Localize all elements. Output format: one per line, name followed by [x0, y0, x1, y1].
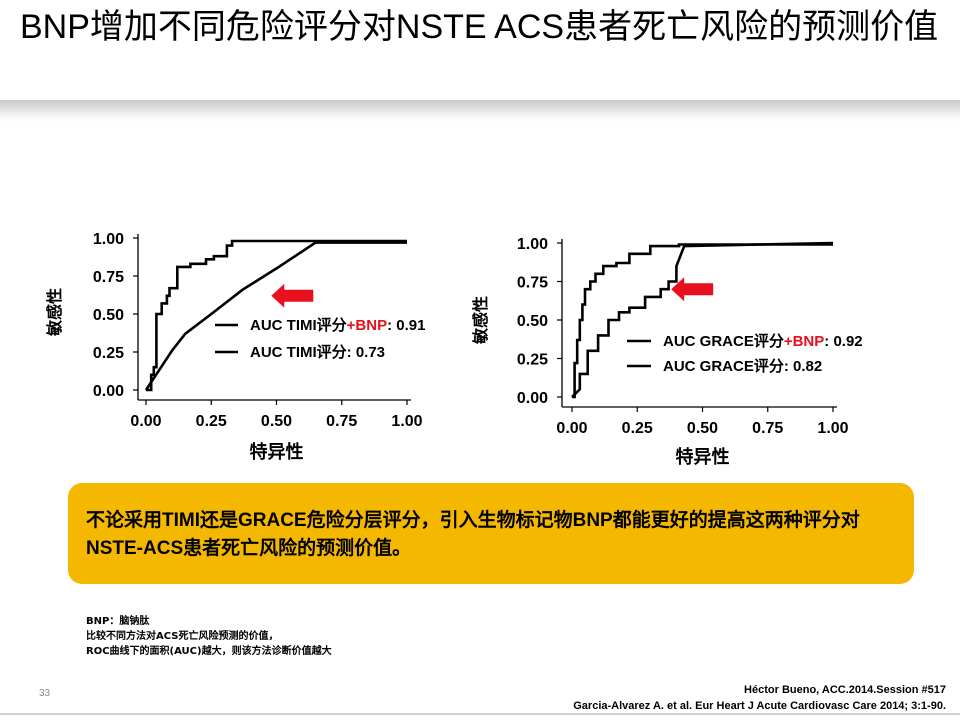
page-number: 33	[39, 688, 51, 699]
arrow-left-icon	[671, 277, 714, 302]
roc-curve-1	[146, 239, 407, 392]
y-tick-label: 0.00	[517, 390, 548, 407]
footnote-line: ROC曲线下的面积(AUC)越大，则该方法诊断价值越大	[86, 646, 332, 657]
x-tick-label: 0.00	[130, 413, 161, 430]
y-tick-label: 0.75	[517, 275, 548, 292]
y-tick-label: 0.75	[93, 269, 124, 286]
legend-label: AUC GRACE评分+BNP: 0.92	[663, 333, 863, 350]
charts-canvas: 0.00 0.25 0.50 0.75 1.00 0.00 0.25 0.50 0.75 1.00…	[45, 231, 863, 467]
x-tick-label: 0.25	[196, 413, 227, 430]
roc-curve-2	[571, 241, 834, 398]
y-tick-label: 0.00	[93, 383, 124, 400]
roc-chart-grace: 0.00 0.25 0.50 0.75 1.00 0.00 0.25 0.50 0.75 1.00…	[471, 236, 863, 467]
reference-line: Garcia-Alvarez A. et al. Eur Heart J Acu…	[573, 700, 946, 712]
footnote-line: BNP：脑钠肽	[86, 616, 150, 627]
y-tick-label: 0.25	[517, 352, 548, 369]
x-tick-label: 1.00	[817, 420, 848, 437]
arrow-left-icon	[271, 283, 314, 308]
footnotes: BNP：脑钠肽 比较不同方法对ACS死亡风险预测的价值， ROC曲线下的面积(A…	[86, 614, 332, 659]
x-tick-label: 0.25	[622, 420, 653, 437]
y-tick-label: 0.50	[93, 307, 124, 324]
conclusion-text: 不论采用TIMI还是GRACE危险分层评分，引入生物标记物BNP都能更好的提高这…	[86, 510, 860, 559]
y-tick-label: 0.50	[517, 313, 548, 330]
footnote-line: 比较不同方法对ACS死亡风险预测的价值，	[86, 631, 279, 642]
slide-title: BNP增加不同危险评分对NSTE ACS患者死亡风险的预测价值	[20, 8, 939, 46]
x-tick-label: 0.50	[261, 413, 292, 430]
x-tick-label: 0.00	[556, 420, 587, 437]
legend-label: AUC TIMI评分+BNP: 0.91	[250, 317, 425, 334]
footer-divider	[0, 713, 960, 715]
x-axis-title: 特异性	[676, 446, 730, 467]
y-axis-title: 敏感性	[45, 288, 64, 337]
conclusion-callout: 不论采用TIMI还是GRACE危险分层评分，引入生物标记物BNP都能更好的提高这…	[68, 483, 914, 584]
y-axis-title: 敏感性	[471, 296, 490, 345]
x-tick-label: 0.75	[326, 413, 357, 430]
roc-curve-1	[572, 243, 833, 399]
legend-label: AUC TIMI评分: 0.73	[250, 344, 385, 361]
x-axis-title: 特异性	[250, 441, 304, 462]
reference-line: Héctor Bueno, ACC.2014.Session #517	[744, 684, 946, 696]
x-tick-label: 0.50	[687, 420, 718, 437]
y-tick-label: 1.00	[93, 231, 124, 248]
references: Héctor Bueno, ACC.2014.Session #517 Garc…	[573, 682, 946, 714]
x-tick-label: 0.75	[752, 420, 783, 437]
roc-chart-timi: 0.00 0.25 0.50 0.75 1.00 0.00 0.25 0.50 0.75 1.00…	[45, 231, 425, 462]
y-tick-label: 0.25	[93, 345, 124, 362]
roc-curve-2	[144, 241, 407, 391]
y-tick-label: 1.00	[517, 236, 548, 253]
x-tick-label: 1.00	[391, 413, 422, 430]
legend-label: AUC GRACE评分: 0.82	[663, 358, 822, 375]
title-divider-band	[0, 100, 960, 122]
